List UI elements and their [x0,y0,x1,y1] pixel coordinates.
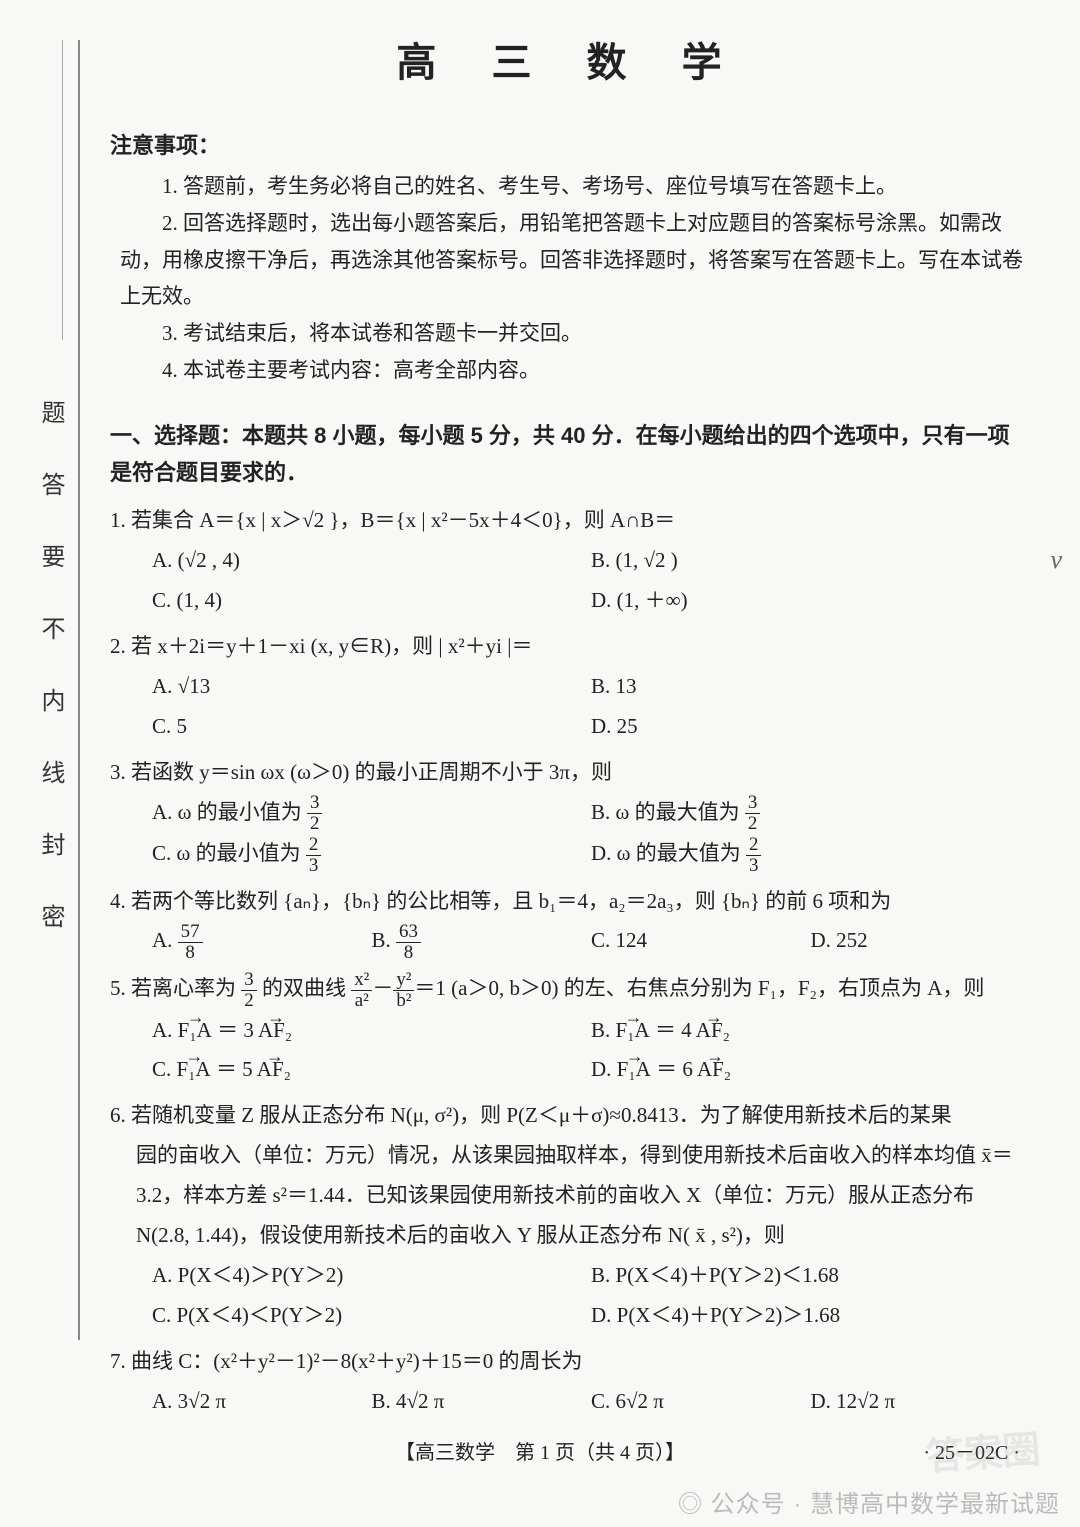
q6-opt-d: D. P(X＜4)＋P(Y＞2)＞1.68 [591,1296,1030,1336]
q2-opt-a: A. √13 [152,667,591,707]
q4-opt-d: D. 252 [811,921,1031,963]
q5-opt-c: C. F₁A ＝ 5 AF₂ [152,1050,591,1090]
frac-n: 2 [306,835,321,856]
q6-line4: N(2.8, 1.44)，假设使用新技术后的亩收入 Y 服从正态分布 N( x̄… [110,1216,1030,1256]
q1-opt-c: C. (1, 4) [152,581,591,621]
page-content: 题答要不内线封密 高 三 数 学 注意事项： 1. 答题前，考生务必将自己的姓名… [110,30,1030,1427]
q2-opt-d: D. 25 [591,707,1030,747]
frac-n: 3 [241,970,256,991]
q7-opt-b: B. 4√2 π [372,1382,592,1422]
q6-opt-c: C. P(X＜4)＜P(Y＞2) [152,1296,591,1336]
frac-n: 3 [307,793,322,814]
watermark-text: ◎ 公众号 · 慧博高中数学最新试题 [678,1484,1060,1519]
q4-opt-c: C. 124 [591,921,811,963]
q6-opt-b: B. P(X＜4)＋P(Y＞2)＜1.68 [591,1256,1030,1296]
q7-stem: 7. 曲线 C：(x²＋y²－1)²－8(x²＋y²)＋15＝0 的周长为 [110,1342,1030,1382]
q7-opt-c: C. 6√2 π [591,1382,811,1422]
q6-line1: 6. 若随机变量 Z 服从正态分布 N(μ, σ²)，则 P(Z＜μ＋σ)≈0.… [110,1096,1030,1136]
q5-opt-b: B. F₁A ＝ 4 AF₂ [591,1011,1030,1051]
frac-n: 3 [745,793,760,814]
frac-n: 63 [396,922,421,943]
frac-d: 3 [306,856,321,876]
vertical-seal-text: 题答要不内线封密 [40,400,68,976]
q1-opt-d: D. (1, ＋∞) [591,581,1030,621]
q4-opt-a: A. 578 [152,921,372,963]
frac-d: a² [351,991,372,1011]
q3-b-text: B. ω 的最大值为 [591,800,745,824]
q3-stem: 3. 若函数 y＝sin ωx (ω＞0) 的最小正周期不小于 3π，则 [110,753,1030,793]
frac-n: 2 [746,835,761,856]
watermark-label: 公众号 · 慧博高中数学最新试题 [711,1491,1060,1518]
notice-item: 4. 本试卷主要考试内容：高考全部内容。 [78,352,1030,389]
q6-line3: 3.2，样本方差 s²＝1.44．已知该果园使用新技术前的亩收入 X（单位：万元… [110,1176,1030,1216]
q2-opt-b: B. 13 [591,667,1030,707]
frac-n: x² [351,970,372,991]
frac-d: 3 [746,856,761,876]
question-4: 4. 若两个等比数列 {aₙ}，{bₙ} 的公比相等，且 b₁＝4，a₂＝2a₃… [110,882,1030,963]
q6-line2: 园的亩收入（单位：万元）情况，从该果园抽取样本，得到使用新技术后亩收入的样本均值… [110,1136,1030,1176]
page-title: 高 三 数 学 [110,30,1030,88]
q3-a-text: A. ω 的最小值为 [152,800,307,824]
q5-stem: 5. 若离心率为 32 的双曲线 x²a²－y²b²＝1 (a＞0, b＞0) … [110,969,1030,1011]
notice-list: 1. 答题前，考生务必将自己的姓名、考生号、考场号、座位号填写在答题卡上。 2.… [120,168,1030,389]
frac-n: 57 [178,922,203,943]
page-footer: 【高三数学 第 1 页（共 4 页）】 · 25－02C · [0,1436,1080,1465]
notice-header: 注意事项： [110,128,1030,160]
frac-d: 2 [307,814,322,834]
binding-line-2 [62,40,63,340]
frac-d: 8 [396,943,421,963]
q3-d-text: D. ω 的最大值为 [591,841,746,865]
frac-d: 8 [178,943,203,963]
frac-d: 2 [241,991,256,1011]
q7-opt-d: D. 12√2 π [811,1382,1031,1422]
q3-c-text: C. ω 的最小值为 [152,841,306,865]
q5-stem-b: 的双曲线 [257,976,352,1000]
notice-item: 3. 考试结束后，将本试卷和答题卡一并交回。 [78,315,1030,352]
frac-d: 2 [745,814,760,834]
notice-item: 2. 回答选择题时，选出每小题答案后，用铅笔把答题卡上对应题目的答案标号涂黑。如… [78,205,1030,315]
q6-opt-a: A. P(X＜4)＞P(Y＞2) [152,1256,591,1296]
q2-stem: 2. 若 x＋2i＝y＋1－xi (x, y∈R)，则 | x²＋yi |＝ [110,627,1030,667]
q5-opt-d: D. F₁A ＝ 6 AF₂ [591,1050,1030,1090]
question-1: 1. 若集合 A＝{x | x＞√2 }，B＝{x | x²－5x＋4＜0}，则… [110,501,1030,621]
q7-opt-a: A. 3√2 π [152,1382,372,1422]
q5-stem-a: 5. 若离心率为 [110,976,241,1000]
wechat-icon: ◎ [678,1491,711,1518]
q1-opt-b: B. (1, √2 ) [591,541,1030,581]
q1-stem: 1. 若集合 A＝{x | x＞√2 }，B＝{x | x²－5x＋4＜0}，则… [110,501,1030,541]
question-2: 2. 若 x＋2i＝y＋1－xi (x, y∈R)，则 | x²＋yi |＝ A… [110,627,1030,747]
q4-stem: 4. 若两个等比数列 {aₙ}，{bₙ} 的公比相等，且 b₁＝4，a₂＝2a₃… [110,882,1030,922]
frac-d: b² [393,991,414,1011]
q2-opt-c: C. 5 [152,707,591,747]
notice-item: 1. 答题前，考生务必将自己的姓名、考生号、考场号、座位号填写在答题卡上。 [78,168,1030,205]
q5-opt-a: A. F₁A ＝ 3 AF₂ [152,1011,591,1051]
q5-stem-c: ＝1 (a＞0, b＞0) 的左、右焦点分别为 F₁，F₂，右顶点为 A，则 [414,976,984,1000]
q4-a-text: A. [152,928,178,952]
q4-opt-b: B. 638 [372,921,592,963]
section-header: 一、选择题：本题共 8 小题，每小题 5 分，共 40 分．在每小题给出的四个选… [110,417,1030,492]
question-3: 3. 若函数 y＝sin ωx (ω＞0) 的最小正周期不小于 3π，则 A. … [110,753,1030,876]
q3-opt-d: D. ω 的最大值为 23 [591,834,1030,876]
question-6: 6. 若随机变量 Z 服从正态分布 N(μ, σ²)，则 P(Z＜μ＋σ)≈0.… [110,1096,1030,1335]
question-5: 5. 若离心率为 32 的双曲线 x²a²－y²b²＝1 (a＞0, b＞0) … [110,969,1030,1090]
footer-center: 【高三数学 第 1 页（共 4 页）】 [395,1442,685,1464]
watermark-stamp: 答案圈 [924,1418,1042,1481]
q3-opt-a: A. ω 的最小值为 32 [152,793,591,835]
question-7: 7. 曲线 C：(x²＋y²－1)²－8(x²＋y²)＋15＝0 的周长为 A.… [110,1342,1030,1422]
q3-opt-b: B. ω 的最大值为 32 [591,793,1030,835]
q1-opt-a: A. (√2 , 4) [152,541,591,581]
q4-b-text: B. [372,928,397,952]
margin-annotation: v [1050,545,1062,575]
q3-opt-c: C. ω 的最小值为 23 [152,834,591,876]
frac-n: y² [393,970,414,991]
